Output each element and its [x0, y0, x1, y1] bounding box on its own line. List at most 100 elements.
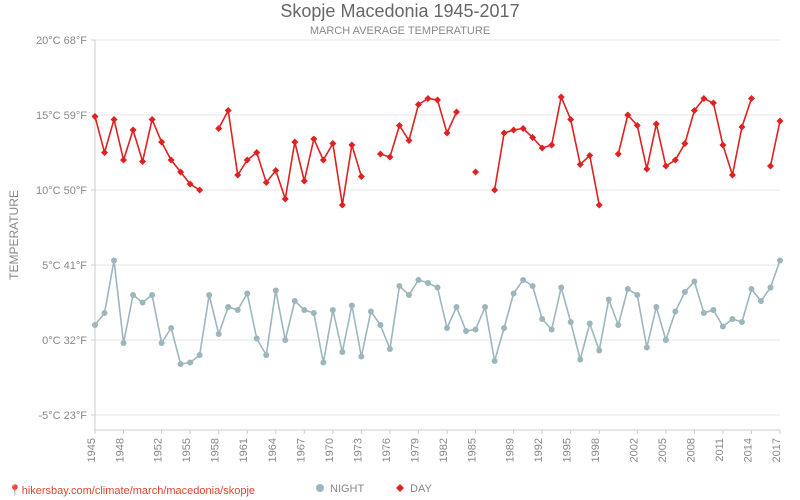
x-tick-label: 1989: [505, 438, 517, 462]
marker-night: [473, 327, 479, 333]
marker-night: [396, 283, 402, 289]
legend-marker-night: [316, 484, 324, 492]
pin-icon: 📍: [8, 484, 22, 497]
marker-night: [301, 307, 307, 313]
marker-night: [349, 303, 355, 309]
marker-night: [558, 285, 564, 291]
marker-night: [178, 361, 184, 367]
marker-night: [606, 297, 612, 303]
marker-night: [625, 286, 631, 292]
marker-night: [377, 322, 383, 328]
marker-night: [454, 304, 460, 310]
marker-night: [244, 291, 250, 297]
marker-night: [501, 325, 507, 331]
x-tick-label: 1955: [181, 438, 193, 462]
marker-night: [168, 325, 174, 331]
marker-night: [777, 258, 783, 264]
marker-night: [511, 291, 517, 297]
marker-night: [149, 292, 155, 298]
x-tick-label: 1945: [86, 438, 98, 462]
chart-subtitle: MARCH AVERAGE TEMPERATURE: [310, 25, 490, 37]
x-tick-label: 1952: [153, 438, 165, 462]
y-tick-label: 20°C 68°F: [36, 35, 87, 47]
marker-night: [691, 279, 697, 285]
marker-night: [739, 319, 745, 325]
marker-night: [549, 327, 555, 333]
marker-night: [111, 258, 117, 264]
chart-container: -5°C 23°F0°C 32°F5°C 41°F10°C 50°F15°C 5…: [0, 0, 800, 500]
x-tick-label: 1982: [438, 438, 450, 462]
marker-night: [320, 360, 326, 366]
legend-label-night: NIGHT: [330, 483, 365, 495]
x-tick-label: 1985: [467, 438, 479, 462]
marker-night: [568, 319, 574, 325]
marker-night: [634, 292, 640, 298]
marker-night: [539, 316, 545, 322]
marker-night: [444, 325, 450, 331]
y-tick-label: 10°C 50°F: [36, 185, 87, 197]
marker-night: [729, 316, 735, 322]
marker-night: [710, 307, 716, 313]
marker-night: [415, 277, 421, 283]
x-tick-label: 1992: [533, 438, 545, 462]
marker-night: [282, 337, 288, 343]
marker-night: [368, 309, 374, 315]
marker-night: [206, 292, 212, 298]
y-axis-label: TEMPERATURE: [7, 190, 21, 280]
marker-night: [273, 288, 279, 294]
x-tick-label: 1964: [267, 438, 279, 462]
marker-night: [492, 358, 498, 364]
marker-night: [577, 357, 583, 363]
marker-night: [587, 321, 593, 327]
marker-night: [140, 300, 146, 306]
marker-night: [720, 324, 726, 330]
marker-night: [197, 352, 203, 358]
marker-night: [653, 304, 659, 310]
chart-svg: -5°C 23°F0°C 32°F5°C 41°F10°C 50°F15°C 5…: [0, 0, 800, 500]
marker-night: [672, 309, 678, 315]
y-tick-label: 0°C 32°F: [42, 335, 87, 347]
x-tick-label: 1967: [295, 438, 307, 462]
marker-night: [615, 322, 621, 328]
footer-link[interactable]: 📍hikersbay.com/climate/march/macedonia/s…: [8, 484, 255, 497]
chart-title: Skopje Macedonia 1945-2017: [280, 1, 519, 21]
y-tick-label: -5°C 23°F: [38, 410, 87, 422]
marker-night: [254, 336, 260, 342]
marker-night: [663, 337, 669, 343]
x-tick-label: 2017: [771, 438, 783, 462]
x-tick-label: 1976: [381, 438, 393, 462]
marker-night: [92, 322, 98, 328]
marker-night: [292, 298, 298, 304]
x-tick-label: 2014: [742, 438, 754, 462]
marker-night: [358, 354, 364, 360]
marker-night: [130, 292, 136, 298]
marker-night: [644, 345, 650, 351]
marker-night: [225, 304, 231, 310]
marker-night: [311, 310, 317, 316]
x-tick-label: 1973: [352, 438, 364, 462]
marker-night: [330, 307, 336, 313]
marker-night: [482, 304, 488, 310]
marker-night: [520, 277, 526, 283]
marker-night: [216, 331, 222, 337]
x-tick-label: 1948: [115, 438, 127, 462]
x-tick-label: 1961: [238, 438, 250, 462]
marker-night: [425, 280, 431, 286]
x-tick-label: 1970: [324, 438, 336, 462]
marker-night: [463, 328, 469, 334]
x-tick-label: 2002: [628, 438, 640, 462]
marker-night: [339, 349, 345, 355]
marker-night: [406, 292, 412, 298]
marker-night: [121, 340, 127, 346]
legend-label-day: DAY: [410, 483, 432, 495]
x-tick-label: 2005: [657, 438, 669, 462]
x-tick-label: 2011: [714, 438, 726, 462]
x-tick-label: 1998: [590, 438, 602, 462]
marker-night: [758, 298, 764, 304]
marker-night: [748, 286, 754, 292]
y-tick-label: 5°C 41°F: [42, 260, 87, 272]
marker-night: [701, 310, 707, 316]
x-tick-label: 2008: [685, 438, 697, 462]
marker-night: [767, 285, 773, 291]
marker-night: [263, 352, 269, 358]
